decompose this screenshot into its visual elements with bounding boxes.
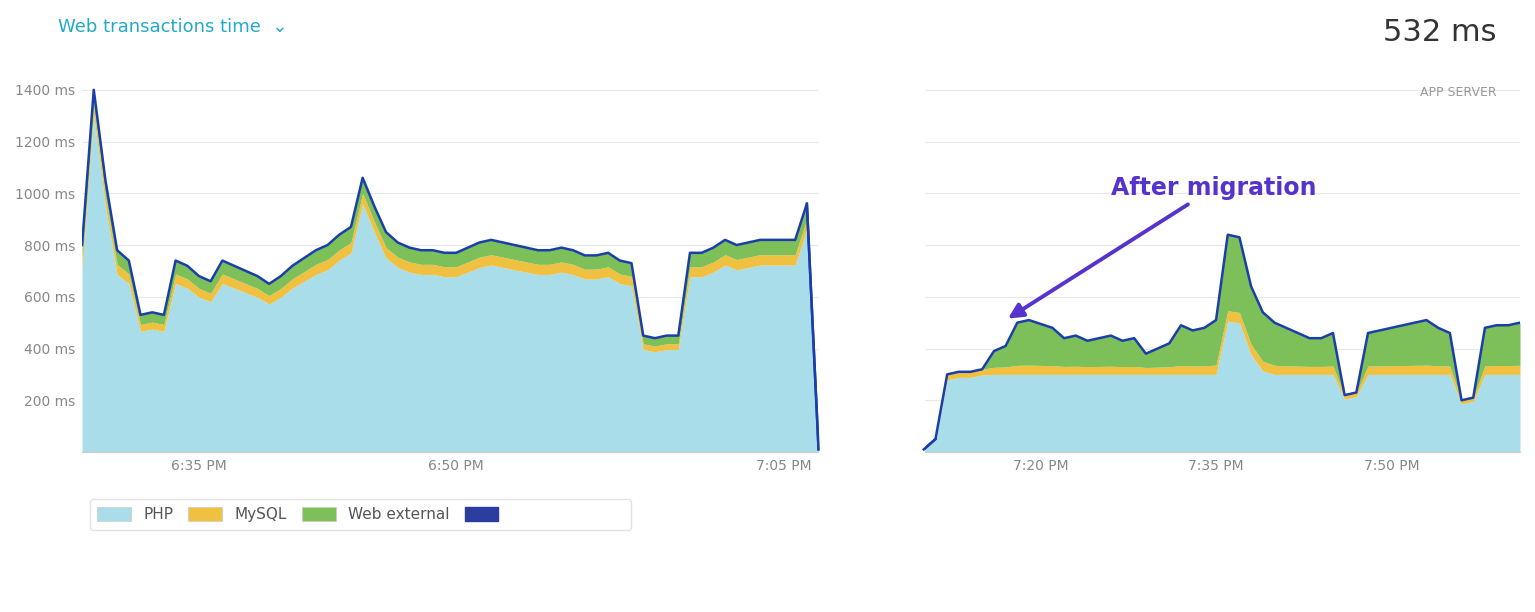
Text: APP SERVER: APP SERVER — [1420, 86, 1497, 99]
Text: 532 ms: 532 ms — [1383, 18, 1497, 47]
Text: Web transactions time  ⌄: Web transactions time ⌄ — [58, 18, 289, 36]
Legend: PHP, MySQL, Web external, Response time: PHP, MySQL, Web external, Response time — [89, 499, 631, 530]
Text: After migration: After migration — [1012, 176, 1317, 316]
